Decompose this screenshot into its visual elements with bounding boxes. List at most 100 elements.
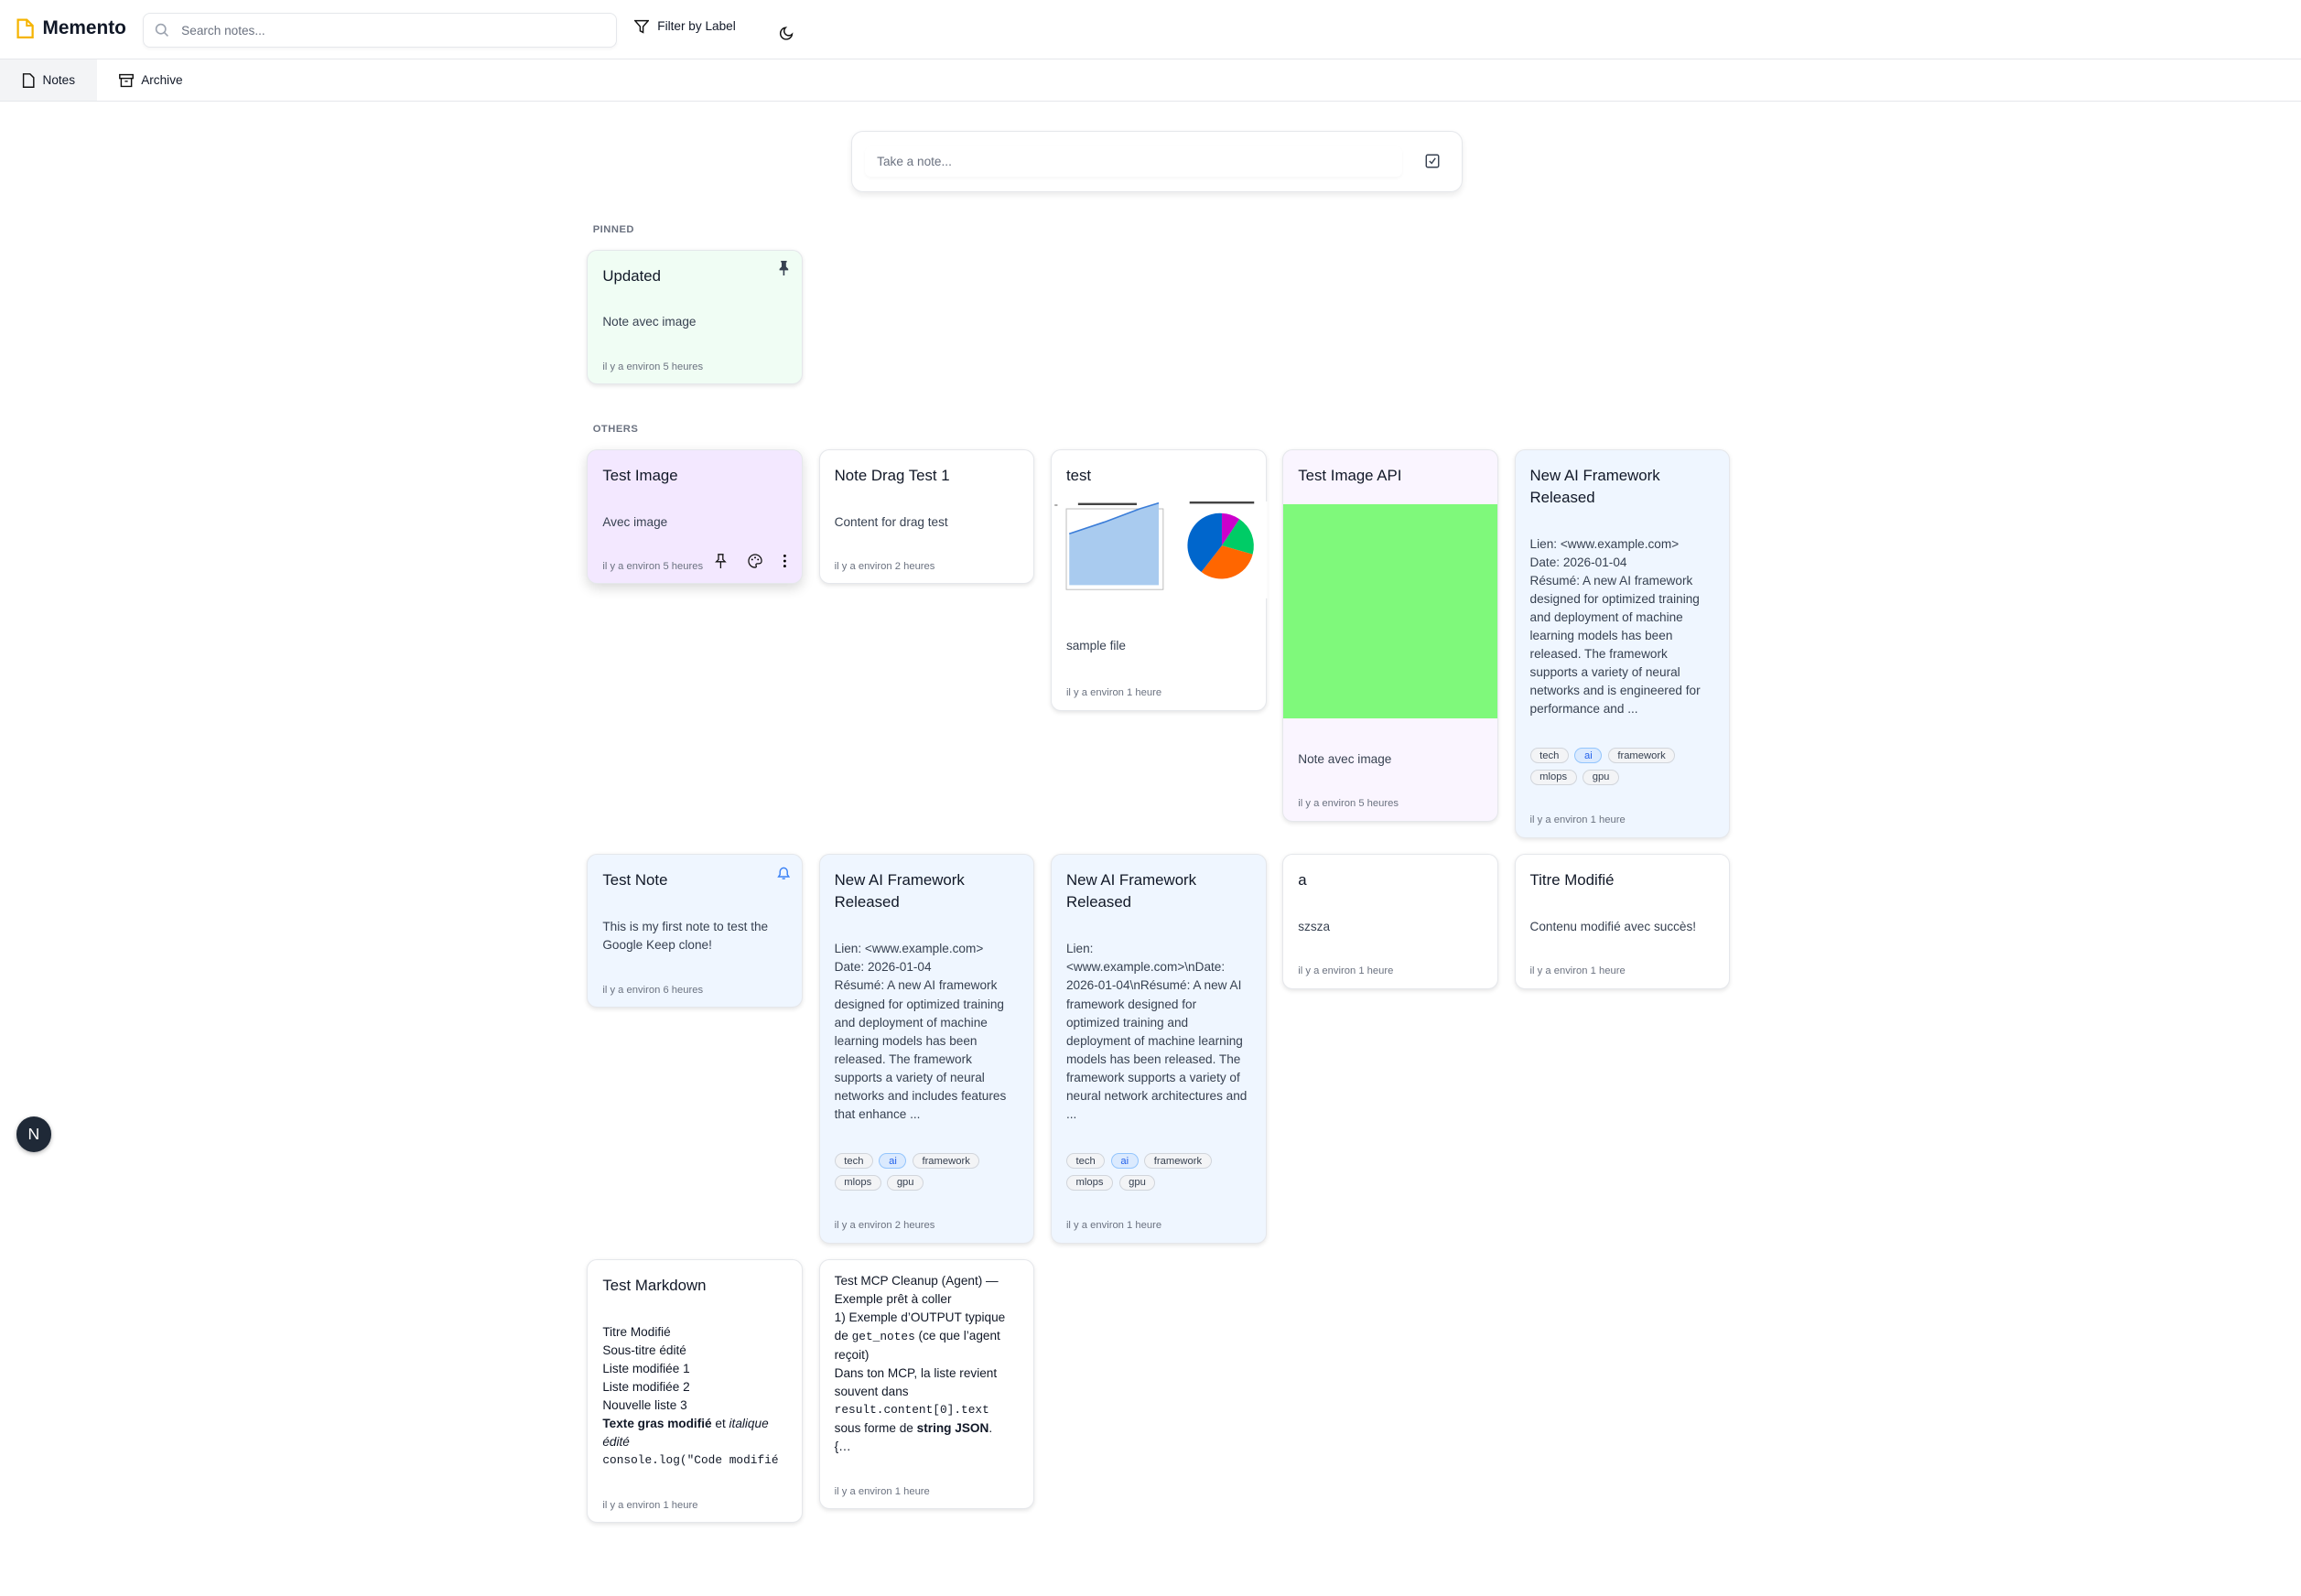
md-text: et: [711, 1417, 729, 1431]
nextjs-dev-button[interactable]: N: [16, 1116, 52, 1152]
pin-icon[interactable]: [778, 260, 790, 275]
note-timestamp: il y a environ 2 heures: [834, 560, 935, 572]
md-subheading: Sous-titre édité: [602, 1343, 686, 1358]
note-card[interactable]: New AI Framework Released Lien: <www.exa…: [1514, 448, 1731, 838]
note-image: [1283, 503, 1497, 718]
search-input[interactable]: [178, 21, 616, 39]
note-card[interactable]: New AI Framework Released Lien: <www.exa…: [818, 854, 1035, 1244]
filter-label: Filter by Label: [657, 19, 736, 34]
note-card[interactable]: Test Markdown Titre Modifié Sous-titre é…: [587, 1259, 803, 1524]
note-title: New AI Framework Released: [834, 871, 965, 911]
note-timestamp: il y a environ 5 heures: [602, 560, 704, 572]
md-list-item: Liste modifiée 2: [602, 1380, 690, 1395]
mcp-text: .: [988, 1421, 993, 1436]
tag-chip[interactable]: framework: [1607, 748, 1676, 764]
tag-chip[interactable]: framework: [912, 1152, 980, 1170]
note-body: Note avec image: [1298, 752, 1392, 767]
tag-chip[interactable]: tech: [1065, 1152, 1106, 1170]
note-card[interactable]: Test Image Avec image il y a environ 5 h…: [587, 448, 803, 585]
tab-notes[interactable]: Notes: [0, 59, 98, 102]
tag-chip[interactable]: mlops: [834, 1174, 881, 1191]
archive-icon: [119, 73, 135, 87]
mcp-code: result.content[0].text: [834, 1403, 989, 1418]
note-card[interactable]: New AI Framework Released Lien: <www.exa…: [1050, 854, 1267, 1244]
tag-chip[interactable]: gpu: [1583, 769, 1620, 785]
note-image: [1051, 501, 1268, 605]
note-timestamp: il y a environ 5 heures: [602, 361, 704, 372]
mcp-line: Test MCP Cleanup (Agent) — Exemple prêt …: [834, 1274, 999, 1307]
note-body: Lien: <www.example.com>\nDate: 2026-01-0…: [1065, 942, 1248, 1121]
tag-chip[interactable]: tech: [834, 1152, 874, 1170]
tag-chip[interactable]: ai: [1110, 1152, 1139, 1170]
note-card[interactable]: test sample file il y a environ 1 h: [1050, 448, 1268, 711]
note-card[interactable]: Updated Note avec image il y a environ 5…: [587, 249, 803, 385]
app-title: Memento: [42, 17, 126, 39]
mcp-text: 1) Exemple d’OUTPUT typique de: [834, 1310, 1006, 1343]
pin-icon[interactable]: [715, 554, 728, 569]
note-body: Note avec image: [602, 315, 697, 329]
note-card[interactable]: a szsza il y a environ 1 heure: [1282, 854, 1498, 990]
note-card[interactable]: Test MCP Cleanup (Agent) — Exemple prêt …: [818, 1259, 1035, 1510]
note-title: a: [1298, 871, 1307, 890]
md-italic: italique édité: [602, 1417, 769, 1450]
mcp-line: {…: [834, 1440, 851, 1454]
note-title: Titre Modifié: [1529, 871, 1615, 890]
filter-by-label-button[interactable]: Filter by Label: [633, 19, 736, 34]
palette-icon[interactable]: [748, 554, 762, 569]
tag-chip[interactable]: ai: [879, 1152, 907, 1170]
note-card[interactable]: Note Drag Test 1 Content for drag test i…: [818, 448, 1035, 585]
note-title: Test Markdown: [602, 1277, 707, 1295]
note-body: Lien: <www.example.com> Date: 2026-01-04…: [834, 942, 1007, 1121]
tag-chip[interactable]: framework: [1144, 1152, 1212, 1170]
tag-chip[interactable]: ai: [1574, 748, 1603, 764]
note-actions: [715, 554, 787, 569]
tab-archive-label: Archive: [141, 73, 183, 88]
tag-chip[interactable]: gpu: [1118, 1174, 1156, 1191]
note-body: Contenu modifié avec succès!: [1529, 920, 1697, 934]
tag-list: tech ai framework mlops gpu: [834, 1152, 1020, 1191]
note-body: This is my first note to test the Google…: [602, 920, 769, 953]
note-title: Note Drag Test 1: [834, 466, 950, 484]
note-card[interactable]: Test Note This is my first note to test …: [587, 854, 803, 1008]
tag-chip[interactable]: mlops: [1529, 769, 1577, 785]
tag-chip[interactable]: mlops: [1065, 1174, 1114, 1191]
theme-toggle-button[interactable]: [779, 20, 795, 47]
more-options-icon[interactable]: [783, 554, 787, 568]
md-list-item: Nouvelle liste 3: [602, 1398, 687, 1413]
note-timestamp: il y a environ 6 heures: [602, 984, 704, 996]
note-title: New AI Framework Released: [1065, 871, 1197, 911]
file-icon: [22, 72, 35, 88]
mcp-bold: string JSON: [916, 1421, 989, 1436]
tag-chip[interactable]: gpu: [887, 1174, 924, 1191]
note-body: sample file: [1065, 638, 1126, 652]
tab-archive[interactable]: Archive: [97, 59, 205, 101]
tag-chip[interactable]: tech: [1529, 748, 1569, 764]
take-note-input[interactable]: [865, 146, 1403, 178]
app-header: Memento Filter by Label: [0, 0, 2301, 60]
note-timestamp: il y a environ 1 heure: [834, 1485, 930, 1497]
note-title: New AI Framework Released: [1529, 466, 1660, 506]
note-card[interactable]: Titre Modifié Contenu modifié avec succè…: [1514, 854, 1731, 990]
note-card[interactable]: Test Image API Note avec image il y a en…: [1282, 448, 1498, 823]
tag-list: tech ai framework mlops gpu: [1065, 1152, 1251, 1191]
md-list-item: Liste modifiée 1: [602, 1362, 690, 1376]
note-timestamp: il y a environ 2 heures: [834, 1219, 935, 1231]
others-section-label: OTHERS: [592, 424, 639, 436]
md-heading: Titre Modifié: [602, 1325, 671, 1340]
note-timestamp: il y a environ 1 heure: [1298, 965, 1394, 977]
note-timestamp: il y a environ 1 heure: [1065, 1219, 1162, 1231]
search-box[interactable]: [142, 13, 617, 48]
moon-icon: [780, 27, 794, 40]
tab-notes-label: Notes: [42, 73, 76, 88]
mcp-text: (ce que l’agent reçoit): [834, 1329, 1000, 1363]
filter-icon: [633, 19, 649, 34]
checkbox-icon[interactable]: [1425, 154, 1440, 168]
note-icon: [16, 18, 34, 38]
bell-icon[interactable]: [777, 866, 790, 880]
logo[interactable]: Memento: [16, 17, 126, 39]
chart-screenshot-image: [1051, 501, 1268, 598]
note-title: Updated: [602, 266, 661, 285]
note-timestamp: il y a environ 1 heure: [1065, 687, 1162, 699]
note-body: Lien: <www.example.com> Date: 2026-01-04…: [1529, 536, 1701, 717]
note-title: Test Note: [602, 871, 668, 890]
